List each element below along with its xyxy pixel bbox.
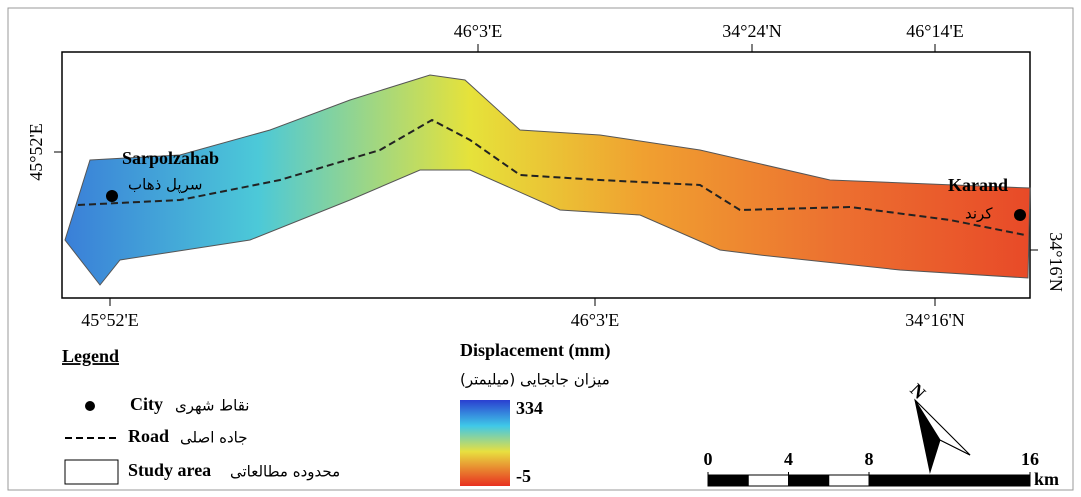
scale-segment — [708, 475, 748, 486]
legend-city-symbol — [85, 401, 95, 411]
scale-label: 4 — [784, 449, 793, 469]
city-marker — [106, 190, 118, 202]
top-tick: 46°14'E — [906, 21, 963, 41]
scale-label: 8 — [865, 449, 874, 469]
legend-label: Road — [128, 426, 169, 446]
city-label-fa: سرپل ذهاب — [128, 176, 202, 195]
colorbar — [460, 400, 510, 486]
scale-segment — [869, 475, 1030, 486]
bottom-tick: 45°52'E — [81, 310, 138, 330]
scale-label: 16 — [1021, 449, 1039, 469]
legend-label-fa: محدوده مطالعاتی — [230, 463, 340, 481]
colorbar-title-fa: میزان جابجایی (میلیمتر) — [460, 371, 610, 389]
scale-label: 0 — [704, 449, 713, 469]
top-tick: 34°24'N — [722, 21, 781, 41]
legend-label-fa: نقاط شهری — [175, 397, 249, 415]
scale-unit: km — [1034, 469, 1059, 489]
bottom-tick: 34°16'N — [905, 310, 964, 330]
scale-segment — [829, 475, 869, 486]
legend-title: Legend — [62, 346, 119, 366]
map-figure: 46°3'E 34°24'N 46°14'E 45°52'E 34°16'N 4… — [0, 0, 1081, 497]
colorbar-min: -5 — [516, 466, 531, 486]
legend-label: Study area — [128, 460, 211, 480]
scale-segment — [789, 475, 829, 486]
top-tick: 46°3'E — [454, 21, 502, 41]
city-marker — [1014, 209, 1026, 221]
colorbar-max: 334 — [516, 398, 543, 418]
legend-area-symbol — [65, 460, 118, 484]
scale-segment — [748, 475, 788, 486]
city-label: Karand — [948, 175, 1008, 195]
colorbar-title: Displacement (mm) — [460, 340, 610, 361]
right-tick: 34°16'N — [1046, 232, 1066, 291]
city-label-fa: کرند — [965, 205, 993, 223]
city-label: Sarpolzahab — [122, 148, 219, 168]
legend-label-fa: جاده اصلی — [180, 429, 248, 447]
left-tick: 45°52'E — [26, 123, 46, 180]
legend-label: City — [130, 394, 163, 414]
north-label: N — [906, 380, 929, 403]
north-arrow: N — [906, 380, 970, 472]
bottom-tick: 46°3'E — [571, 310, 619, 330]
